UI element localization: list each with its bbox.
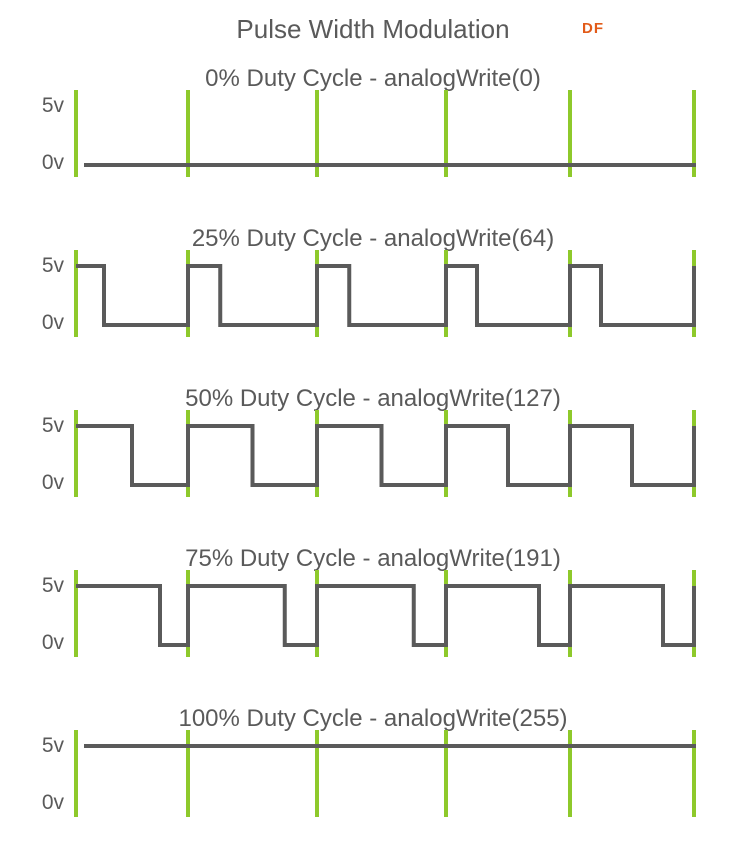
ylabel-high: 5v xyxy=(24,574,64,598)
pwm-panel: 100% Duty Cycle - analogWrite(255)5v0v xyxy=(0,698,746,740)
pwm-waveform-chart xyxy=(74,570,698,657)
ylabel-low: 0v xyxy=(24,471,64,495)
pwm-waveform xyxy=(76,586,694,645)
pwm-waveform-chart xyxy=(74,410,698,497)
ylabel-low: 0v xyxy=(24,311,64,335)
ylabel-low: 0v xyxy=(24,791,64,815)
pwm-waveform xyxy=(76,426,694,485)
ylabel-low: 0v xyxy=(24,631,64,655)
pwm-waveform-chart xyxy=(74,250,698,337)
pwm-panel: 75% Duty Cycle - analogWrite(191)5v0v xyxy=(0,538,746,580)
pwm-waveform xyxy=(76,266,694,325)
pwm-panel: 0% Duty Cycle - analogWrite(0)5v0v xyxy=(0,58,746,100)
ylabel-high: 5v xyxy=(24,734,64,758)
main-title: Pulse Width Modulation xyxy=(0,14,746,45)
ylabel-high: 5v xyxy=(24,414,64,438)
ylabel-high: 5v xyxy=(24,254,64,278)
ylabel-high: 5v xyxy=(24,94,64,118)
watermark: DF xyxy=(582,20,604,37)
ylabel-low: 0v xyxy=(24,151,64,175)
pwm-waveform-chart xyxy=(74,90,698,177)
pwm-panel: 50% Duty Cycle - analogWrite(127)5v0v xyxy=(0,378,746,420)
pwm-panel: 25% Duty Cycle - analogWrite(64)5v0v xyxy=(0,218,746,260)
pwm-waveform-chart xyxy=(74,730,698,817)
